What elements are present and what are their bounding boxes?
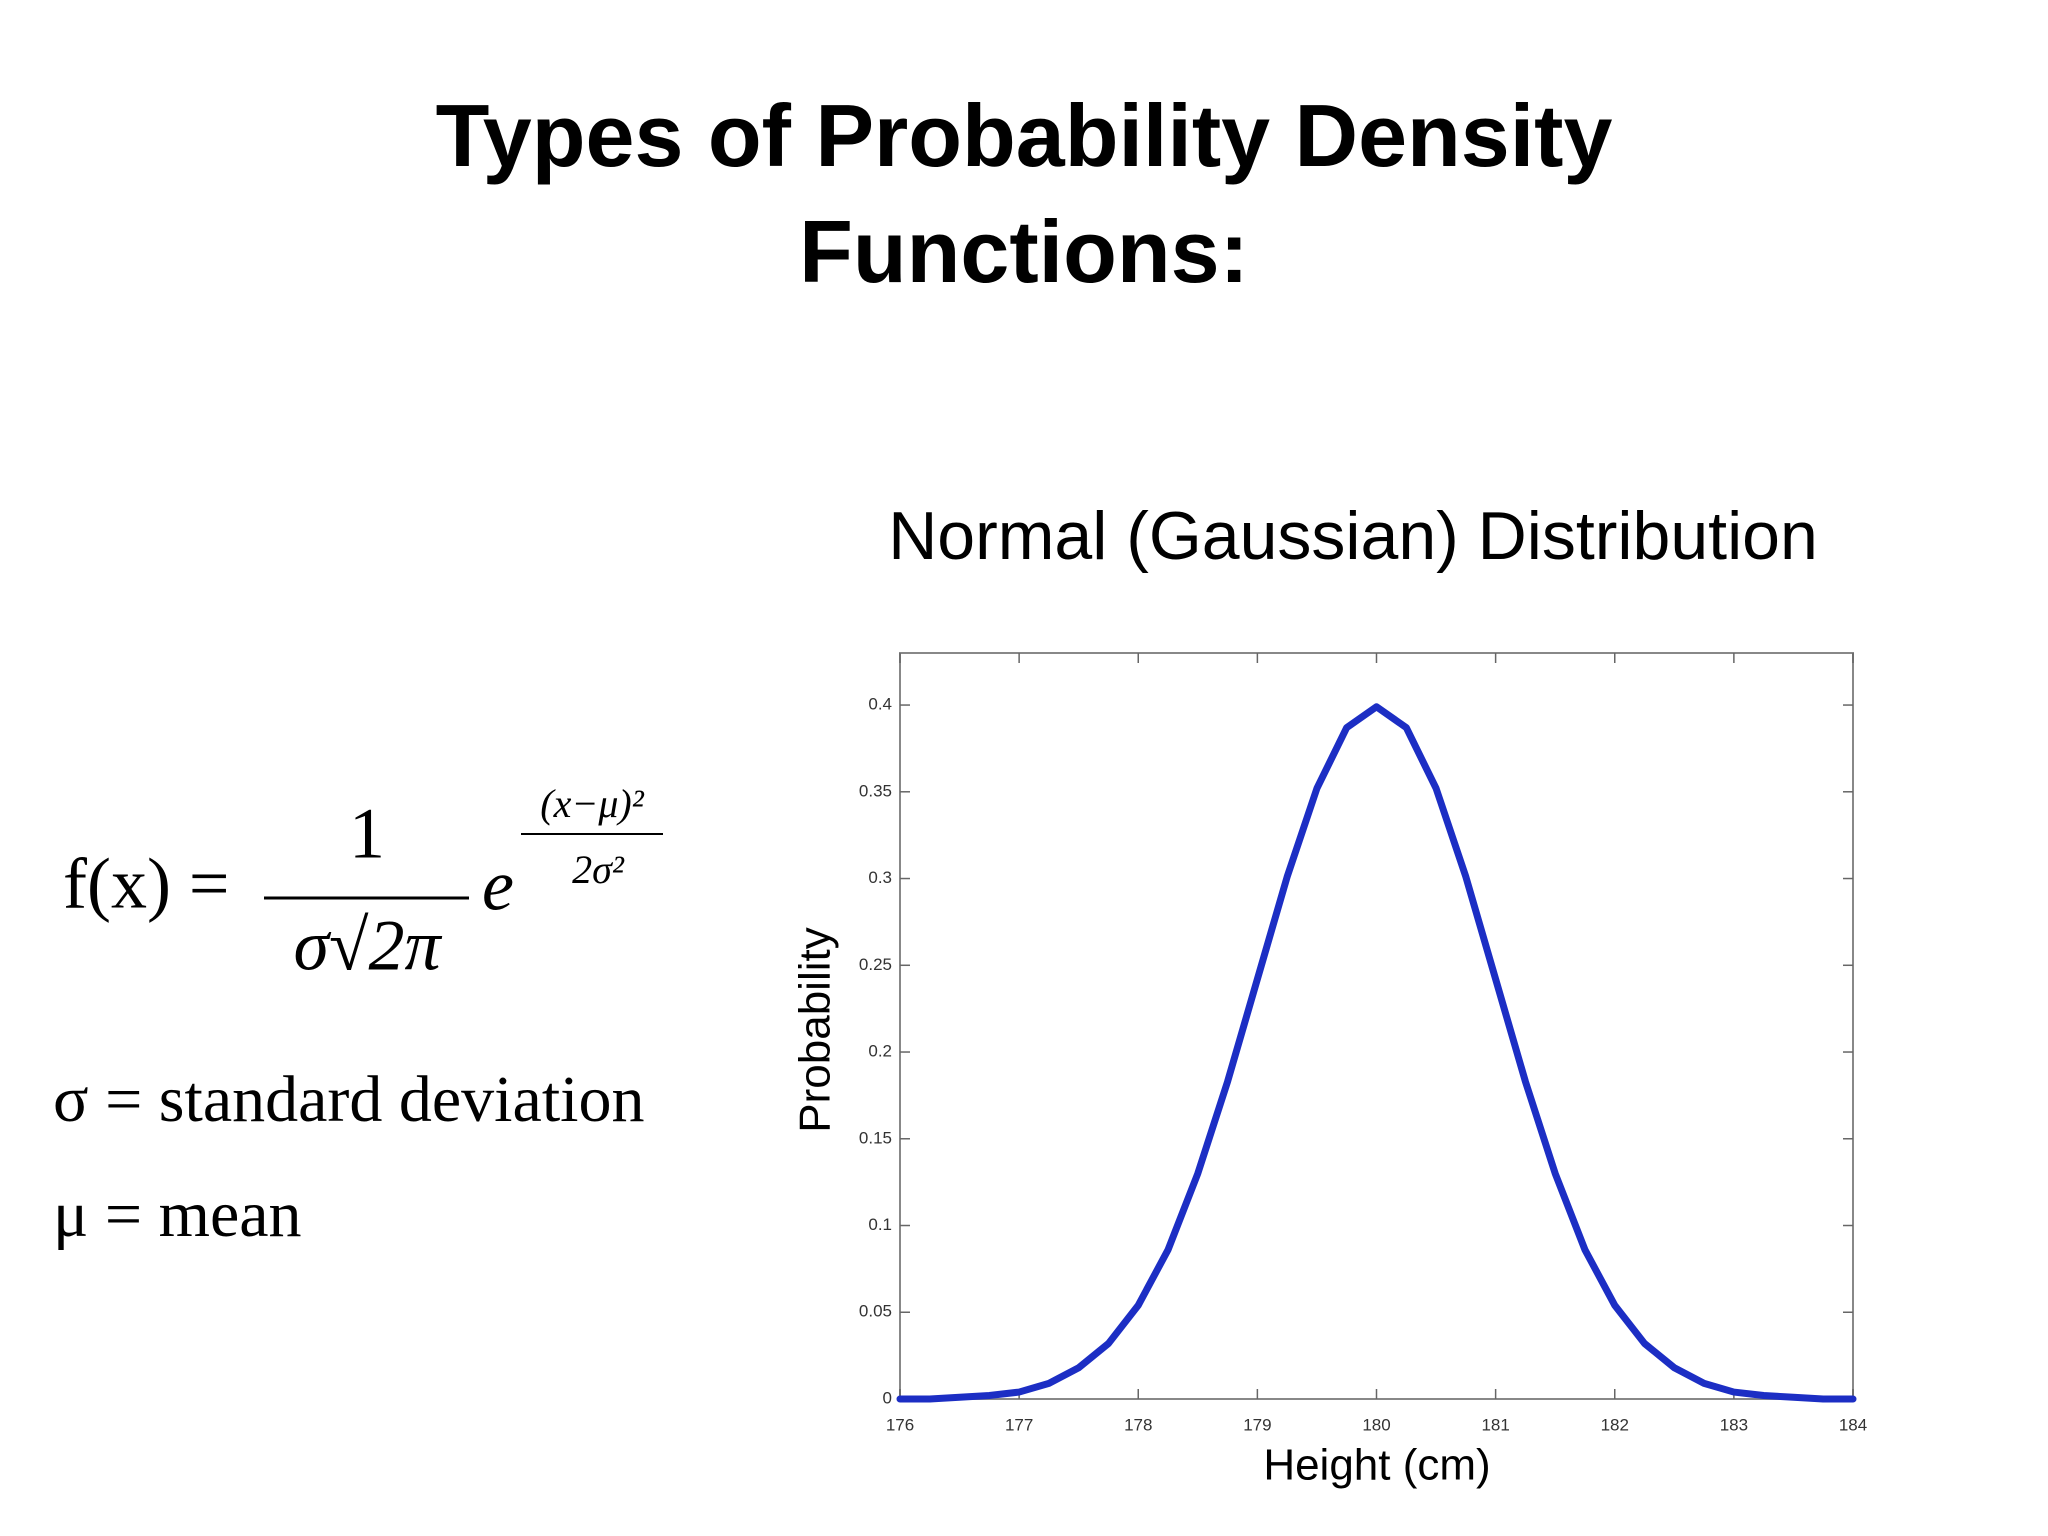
y-tick-label: 0.1 [868, 1215, 892, 1234]
curve [896, 703, 1857, 1403]
x-tick-label: 181 [1481, 1415, 1509, 1434]
definition: μ = mean [53, 1178, 302, 1251]
y-tick-label: 0.4 [868, 695, 892, 714]
slide-title: Types of Probability Density Functions: [435, 86, 1613, 301]
y-tick-label: 0 [883, 1388, 892, 1407]
x-tick-label: 183 [1720, 1415, 1748, 1434]
formula-numerator: 1 [349, 794, 385, 874]
definition: σ = standard deviation [53, 1063, 645, 1136]
exponent-numerator: (x−μ)² [540, 781, 644, 826]
y-tick-label: 0.35 [859, 781, 892, 800]
plot-frame [899, 652, 1854, 1400]
x-axis-label: Height (cm) [1263, 1441, 1490, 1490]
y-tick-label: 0.25 [859, 955, 892, 974]
formula-base: e [482, 846, 514, 926]
x-tick-label: 182 [1601, 1415, 1629, 1434]
formula-lhs: f(x) = [63, 844, 230, 924]
y-tick-label: 0.3 [868, 868, 892, 887]
y-tick-label: 0.05 [859, 1302, 892, 1321]
x-tick-label: 179 [1243, 1415, 1271, 1434]
x-tick-label: 177 [1005, 1415, 1033, 1434]
y-axis-label: Probability [791, 927, 840, 1132]
y-tick-label: 0.2 [868, 1042, 892, 1061]
y-tick-label: 0.15 [859, 1128, 892, 1147]
chart-title: Normal (Gaussian) Distribution [888, 498, 1818, 574]
x-tick-label: 178 [1124, 1415, 1152, 1434]
x-tick-label: 180 [1362, 1415, 1390, 1434]
x-tick-label: 184 [1839, 1415, 1867, 1434]
x-tick-label: 176 [886, 1415, 914, 1434]
exponent-denominator: 2σ² [572, 847, 625, 892]
formula-denominator: σ√2π [293, 906, 442, 986]
